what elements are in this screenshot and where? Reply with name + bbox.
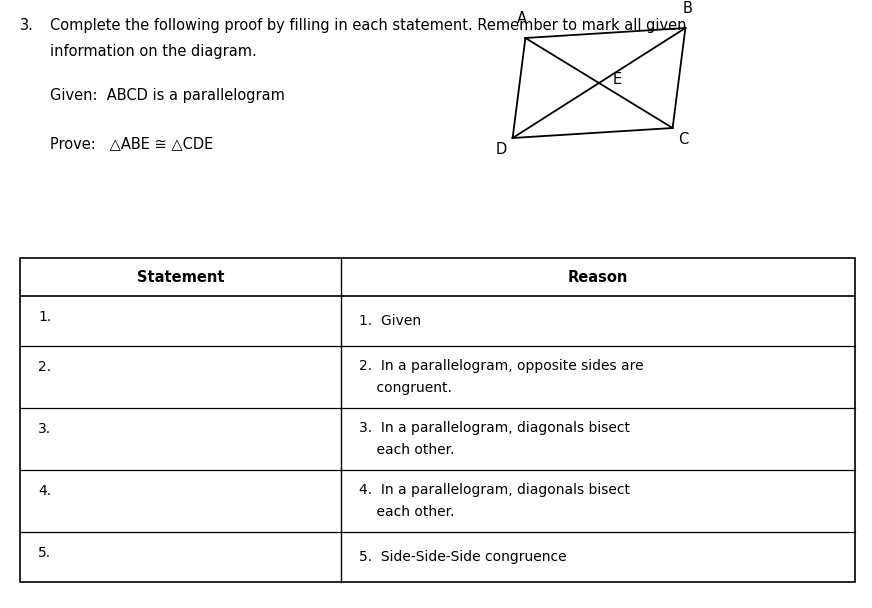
Bar xyxy=(20,258,855,582)
Text: information on the diagram.: information on the diagram. xyxy=(50,44,256,59)
Text: each other.: each other. xyxy=(359,505,455,519)
Text: 5.  Side-Side-Side congruence: 5. Side-Side-Side congruence xyxy=(359,550,567,564)
Text: 2.: 2. xyxy=(38,360,51,374)
Text: D: D xyxy=(495,142,507,157)
Text: E: E xyxy=(613,72,622,87)
Text: 3.: 3. xyxy=(20,18,34,33)
Text: 4.  In a parallelogram, diagonals bisect: 4. In a parallelogram, diagonals bisect xyxy=(359,483,630,497)
Text: Reason: Reason xyxy=(568,269,629,285)
Text: Complete the following proof by filling in each statement. Remember to mark all : Complete the following proof by filling … xyxy=(50,18,686,33)
Text: 4.: 4. xyxy=(38,484,51,498)
Text: Prove:   △ABE ≅ △CDE: Prove: △ABE ≅ △CDE xyxy=(50,136,214,151)
Text: 2.  In a parallelogram, opposite sides are: 2. In a parallelogram, opposite sides ar… xyxy=(359,359,644,373)
Text: 3.  In a parallelogram, diagonals bisect: 3. In a parallelogram, diagonals bisect xyxy=(359,421,630,435)
Text: Given:  ABCD is a parallelogram: Given: ABCD is a parallelogram xyxy=(50,88,285,103)
Text: congruent.: congruent. xyxy=(359,381,453,395)
Text: A: A xyxy=(517,11,527,26)
Text: 3.: 3. xyxy=(38,422,51,436)
Text: Statement: Statement xyxy=(137,269,224,285)
Text: C: C xyxy=(678,131,689,147)
Text: 1.: 1. xyxy=(38,310,51,324)
Text: 1.  Given: 1. Given xyxy=(359,314,421,328)
Text: B: B xyxy=(683,1,692,16)
Text: each other.: each other. xyxy=(359,443,455,457)
Text: 5.: 5. xyxy=(38,546,51,560)
